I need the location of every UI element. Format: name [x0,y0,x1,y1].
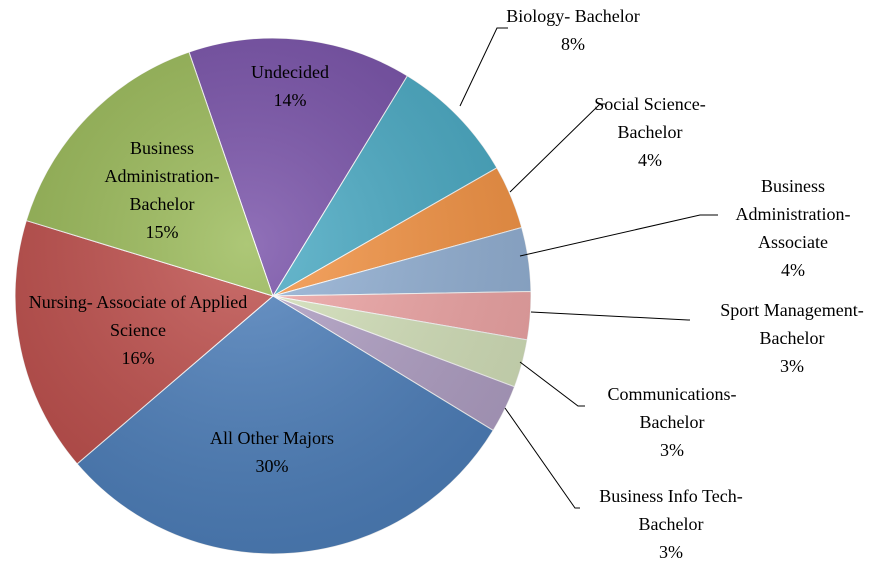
category-label: Undecided [251,62,329,82]
category-label: Business Info Tech- Bachelor [599,486,743,534]
leader-line [459,27,508,107]
leader-line [509,103,605,193]
slice-label: Business Info Tech- Bachelor 3% [576,482,766,566]
value-label: 4% [781,260,805,280]
value-label: 30% [255,456,289,476]
slice-label: Social Science- Bachelor 4% [585,90,715,174]
category-label: Biology- Bachelor [506,6,640,26]
category-label: Nursing- Associate of Applied Science [28,292,248,340]
value-label: 3% [659,542,683,562]
slice-label: Business Administration- Associate 4% [718,172,868,284]
category-label: All Other Majors [210,428,334,448]
slice-label: Business Administration- Bachelor 15% [87,134,237,246]
category-label: Business Administration- Associate [735,176,851,252]
value-label: 16% [121,348,155,368]
leader-line [504,407,580,509]
value-label: 8% [561,34,585,54]
value-label: 14% [273,90,307,110]
value-label: 4% [638,150,662,170]
category-label: Social Science- Bachelor [594,94,706,142]
slice-label: Sport Management- Bachelor 3% [687,296,887,380]
value-label: 15% [145,222,179,242]
category-label: Sport Management- Bachelor [720,300,864,348]
slice-label: Nursing- Associate of Applied Science 16% [3,288,273,372]
category-label: Communications- Bachelor [607,384,737,432]
slice-label: Undecided 14% [225,58,355,114]
slice-label: Communications- Bachelor 3% [582,380,762,464]
leader-line [519,214,718,257]
leader-line [519,361,585,407]
slice-label: Biology- Bachelor 8% [483,2,663,58]
slice-label: All Other Majors 30% [182,424,362,480]
leader-line [530,311,690,321]
value-label: 3% [780,356,804,376]
category-label: Business Administration- Bachelor [104,138,220,214]
value-label: 3% [660,440,684,460]
